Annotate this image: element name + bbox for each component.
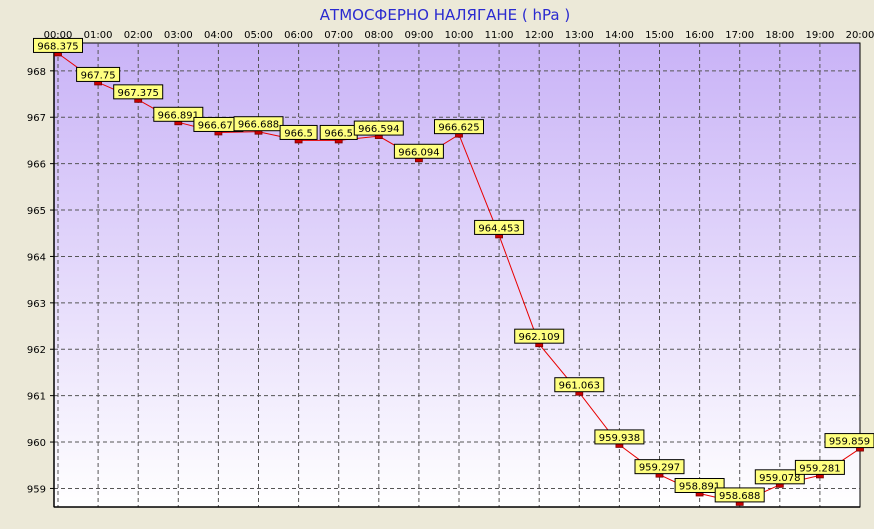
data-label-text: 967.375 bbox=[118, 88, 159, 99]
data-label: 959.281 bbox=[794, 459, 845, 475]
data-label-box bbox=[714, 487, 765, 503]
data-label-text: 959.078 bbox=[759, 473, 800, 484]
y-tick-label: 963 bbox=[27, 299, 46, 310]
x-tick-label: 03:00 bbox=[164, 30, 193, 41]
data-label-text: 961.063 bbox=[559, 381, 600, 392]
data-label: 959.078 bbox=[754, 469, 805, 485]
data-label-text: 966.5 bbox=[324, 128, 353, 139]
data-label-box bbox=[594, 429, 645, 445]
data-label: 959.938 bbox=[594, 429, 645, 445]
data-label-box bbox=[233, 116, 284, 132]
x-tick-label: 14:00 bbox=[605, 30, 634, 41]
y-tick-label: 961 bbox=[27, 392, 46, 403]
x-tick-label: 16:00 bbox=[685, 30, 714, 41]
x-tick-label: 02:00 bbox=[124, 30, 153, 41]
data-label-box bbox=[33, 37, 83, 53]
data-label-box bbox=[514, 328, 565, 344]
data-label-box bbox=[824, 433, 874, 449]
data-label: 964.453 bbox=[474, 219, 525, 235]
x-tick-label: 00:00 bbox=[44, 30, 73, 41]
data-label-box bbox=[393, 143, 444, 159]
data-label-box bbox=[674, 477, 725, 493]
x-tick-label: 04:00 bbox=[204, 30, 233, 41]
x-tick-label: 13:00 bbox=[565, 30, 594, 41]
data-label-text: 967.75 bbox=[81, 70, 116, 81]
data-label: 958.688 bbox=[714, 487, 765, 503]
chart-title: АТМОСФЕРНО НАЛЯГАНЕ ( hPa ) bbox=[320, 6, 570, 24]
data-label-text: 966.891 bbox=[158, 110, 199, 121]
data-label: 968.375 bbox=[33, 37, 83, 53]
x-tick-label: 09:00 bbox=[404, 30, 433, 41]
data-label: 966.891 bbox=[153, 106, 204, 122]
data-label-text: 966.688 bbox=[238, 120, 279, 131]
x-tick-label: 11:00 bbox=[485, 30, 514, 41]
data-label-text: 968.375 bbox=[37, 41, 78, 52]
x-tick-label: 15:00 bbox=[645, 30, 674, 41]
data-label-text: 959.281 bbox=[799, 463, 840, 474]
x-tick-label: 07:00 bbox=[324, 30, 353, 41]
y-tick-label: 968 bbox=[27, 67, 46, 78]
data-label-text: 958.688 bbox=[719, 491, 760, 502]
data-label-text: 959.938 bbox=[599, 433, 640, 444]
data-label: 959.297 bbox=[634, 459, 685, 475]
y-tick-label: 965 bbox=[27, 206, 46, 217]
x-tick-label: 05:00 bbox=[244, 30, 273, 41]
data-label: 959.859 bbox=[824, 433, 874, 449]
data-label: 966.625 bbox=[434, 119, 484, 135]
y-axis-ticks: 959 960 961 962 963 964 965 966 967 968 bbox=[27, 67, 54, 495]
data-label-box bbox=[794, 459, 845, 475]
data-label-box bbox=[554, 377, 605, 393]
data-label-box bbox=[754, 469, 805, 485]
data-label-box bbox=[76, 66, 121, 82]
x-axis-ticks: 00:00 01:00 02:00 03:00 04:00 05:00 06:00 07:00… bbox=[44, 30, 874, 41]
data-label: 961.063 bbox=[554, 377, 605, 393]
y-tick-label: 960 bbox=[27, 438, 46, 449]
data-label-box bbox=[474, 219, 525, 235]
x-tick-label: 10:00 bbox=[445, 30, 474, 41]
x-tick-label: 01:00 bbox=[84, 30, 113, 41]
data-label-text: 959.297 bbox=[639, 463, 680, 474]
y-tick-label: 962 bbox=[27, 345, 46, 356]
data-label-box bbox=[353, 120, 404, 136]
data-label: 967.75 bbox=[76, 66, 121, 82]
data-label: 966.5 bbox=[319, 124, 358, 140]
data-label-text: 964.453 bbox=[478, 223, 519, 234]
data-label-box bbox=[634, 459, 685, 475]
data-label-box bbox=[153, 106, 204, 122]
x-tick-label: 12:00 bbox=[525, 30, 554, 41]
x-tick-label: 17:00 bbox=[725, 30, 754, 41]
y-tick-label: 967 bbox=[27, 113, 46, 124]
data-label-box bbox=[113, 84, 164, 100]
data-label: 966.688 bbox=[233, 116, 284, 132]
data-label-text: 966.672 bbox=[198, 120, 239, 131]
x-tick-label: 06:00 bbox=[284, 30, 313, 41]
x-tick-label: 19:00 bbox=[805, 30, 834, 41]
data-label-text: 966.625 bbox=[438, 123, 479, 134]
x-tick-label: 18:00 bbox=[765, 30, 794, 41]
data-label: 966.594 bbox=[353, 120, 404, 136]
data-label: 967.375 bbox=[113, 84, 164, 100]
data-label-box bbox=[434, 119, 484, 135]
data-label-text: 966.5 bbox=[284, 128, 313, 139]
data-label: 958.891 bbox=[674, 477, 725, 493]
data-label-text: 958.891 bbox=[679, 481, 720, 492]
data-label-text: 966.094 bbox=[398, 147, 439, 158]
data-label-text: 966.594 bbox=[358, 124, 399, 135]
data-label-box bbox=[279, 124, 318, 140]
x-tick-label: 08:00 bbox=[364, 30, 393, 41]
y-tick-label: 964 bbox=[27, 252, 46, 263]
data-label-text: 959.859 bbox=[829, 437, 870, 448]
data-label-text: 962.109 bbox=[519, 332, 560, 343]
data-label: 962.109 bbox=[514, 328, 565, 344]
data-label: 966.094 bbox=[393, 143, 444, 159]
data-label: 966.5 bbox=[279, 124, 318, 140]
x-tick-label: 20:00 bbox=[846, 30, 874, 41]
y-tick-label: 959 bbox=[27, 484, 46, 495]
y-tick-label: 966 bbox=[27, 160, 46, 171]
